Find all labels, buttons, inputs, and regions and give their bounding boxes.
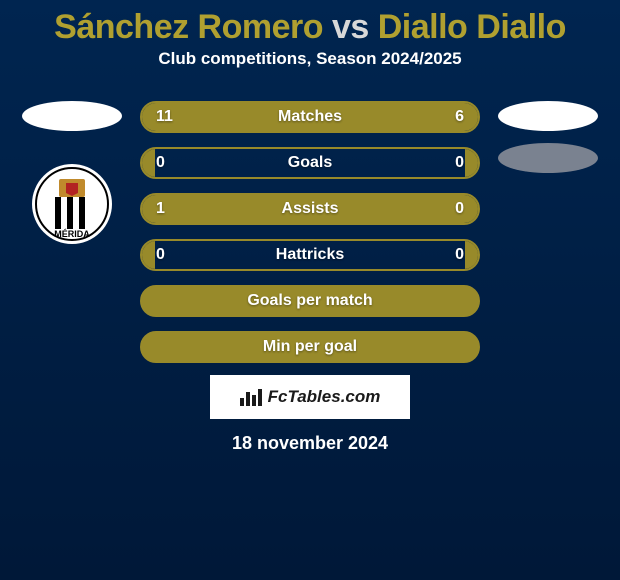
date-line: 18 november 2024 bbox=[0, 433, 620, 454]
right-marker-1 bbox=[498, 101, 598, 131]
page-title: Sánchez Romero vs Diallo Diallo bbox=[0, 0, 620, 49]
row-overlay: 1 Assists 0 bbox=[142, 195, 478, 223]
right-value: 0 bbox=[455, 200, 464, 218]
right-value: 6 bbox=[455, 108, 464, 126]
stat-label: Matches bbox=[278, 108, 342, 126]
left-value: 0 bbox=[156, 246, 165, 264]
stat-label: Assists bbox=[282, 200, 339, 218]
comparison-card: Sánchez Romero vs Diallo Diallo Club com… bbox=[0, 0, 620, 454]
stat-row: Min per goal bbox=[140, 331, 480, 363]
stat-row: 0 Goals 0 bbox=[140, 147, 480, 179]
left-column: MÉRIDA bbox=[22, 101, 122, 245]
stats-column: 11 Matches 6 0 Goals 0 1 Assists 0 0 Hattricks 0 Goa… bbox=[140, 101, 480, 363]
main-area: MÉRIDA 11 Matches 6 0 Goals 0 1 Assists 0 0 Hattri… bbox=[0, 101, 620, 363]
subtitle: Club competitions, Season 2024/2025 bbox=[0, 49, 620, 69]
chart-icon bbox=[240, 388, 262, 406]
stat-row: 11 Matches 6 bbox=[140, 101, 480, 133]
left-value: 1 bbox=[156, 200, 165, 218]
left-marker-1 bbox=[22, 101, 122, 131]
club-badge: MÉRIDA bbox=[31, 163, 113, 245]
row-overlay: 11 Matches 6 bbox=[142, 103, 478, 131]
right-column bbox=[498, 101, 598, 173]
source-banner: FcTables.com bbox=[210, 375, 410, 419]
row-overlay: 0 Goals 0 bbox=[142, 149, 478, 177]
row-overlay: 0 Hattricks 0 bbox=[142, 241, 478, 269]
right-value: 0 bbox=[455, 154, 464, 172]
right-marker-2 bbox=[498, 143, 598, 173]
player1-name: Sánchez Romero bbox=[54, 8, 323, 46]
stat-label: Goals per match bbox=[142, 287, 478, 315]
right-value: 0 bbox=[455, 246, 464, 264]
left-value: 11 bbox=[156, 108, 173, 126]
source-text: FcTables.com bbox=[268, 387, 381, 407]
player2-name: Diallo Diallo bbox=[378, 8, 566, 46]
stat-row: Goals per match bbox=[140, 285, 480, 317]
stat-label: Goals bbox=[288, 154, 332, 172]
stat-label: Hattricks bbox=[276, 246, 344, 264]
svg-text:MÉRIDA: MÉRIDA bbox=[54, 229, 90, 239]
stat-row: 0 Hattricks 0 bbox=[140, 239, 480, 271]
stat-label: Min per goal bbox=[142, 333, 478, 361]
stat-row: 1 Assists 0 bbox=[140, 193, 480, 225]
left-value: 0 bbox=[156, 154, 165, 172]
vs-text: vs bbox=[332, 8, 369, 46]
